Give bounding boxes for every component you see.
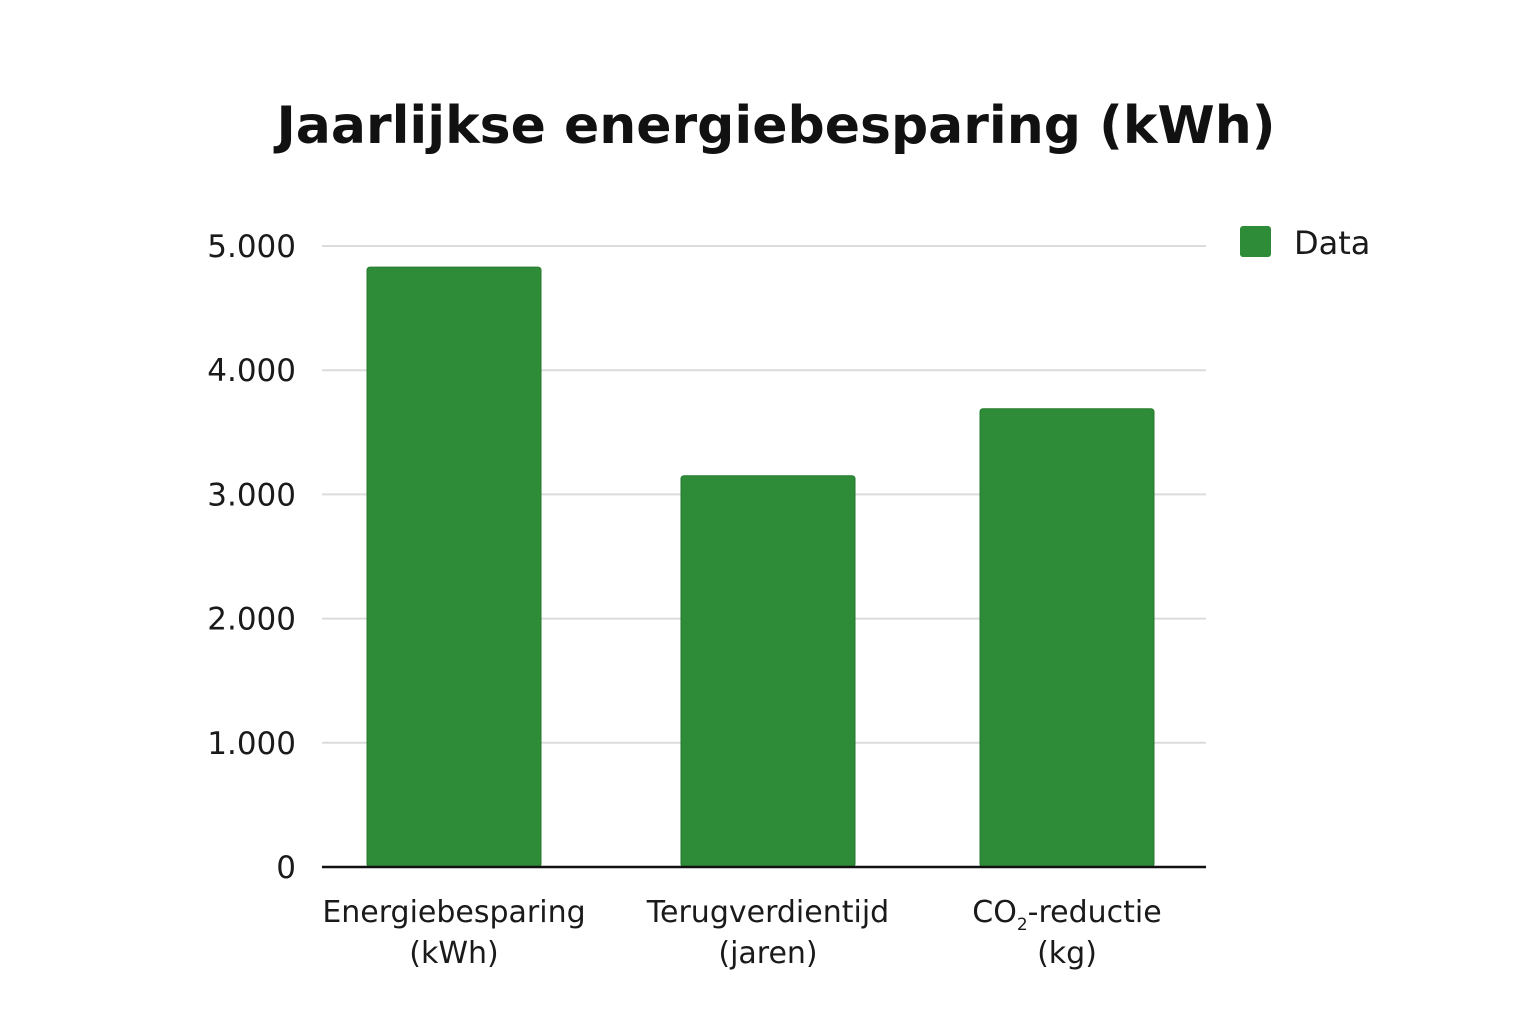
y-tick-label: 0 [276, 850, 296, 886]
legend-label: Data [1294, 224, 1370, 262]
y-tick-label: 1.000 [207, 726, 296, 762]
y-tick-label: 3.000 [207, 477, 296, 513]
bar-2 [979, 408, 1155, 868]
x-tick-label: CO2-reductie [972, 895, 1161, 935]
bar-0 [366, 266, 542, 868]
x-tick-label: (kWh) [409, 936, 498, 971]
legend: Data [1240, 224, 1370, 262]
chart-title: Jaarlijkse energiebesparing (kWh) [273, 96, 1275, 156]
x-tick-label: (kg) [1037, 936, 1097, 971]
y-axis-ticks: 0 1.000 2.000 3.000 4.000 5.000 [207, 229, 296, 886]
legend-swatch [1240, 226, 1271, 257]
bars [366, 266, 1155, 868]
y-tick-label: 2.000 [207, 602, 296, 638]
y-tick-label: 5.000 [207, 229, 296, 265]
x-axis-labels: Energiebesparing (kWh) Terugverdientijd (ja… [322, 895, 1161, 971]
x-tick-label: (jaren) [718, 936, 817, 971]
bar-1 [680, 475, 856, 868]
x-tick-label: Energiebesparing [322, 895, 585, 930]
y-tick-label: 4.000 [207, 353, 296, 389]
x-tick-label: Terugverdientijd [646, 895, 889, 930]
